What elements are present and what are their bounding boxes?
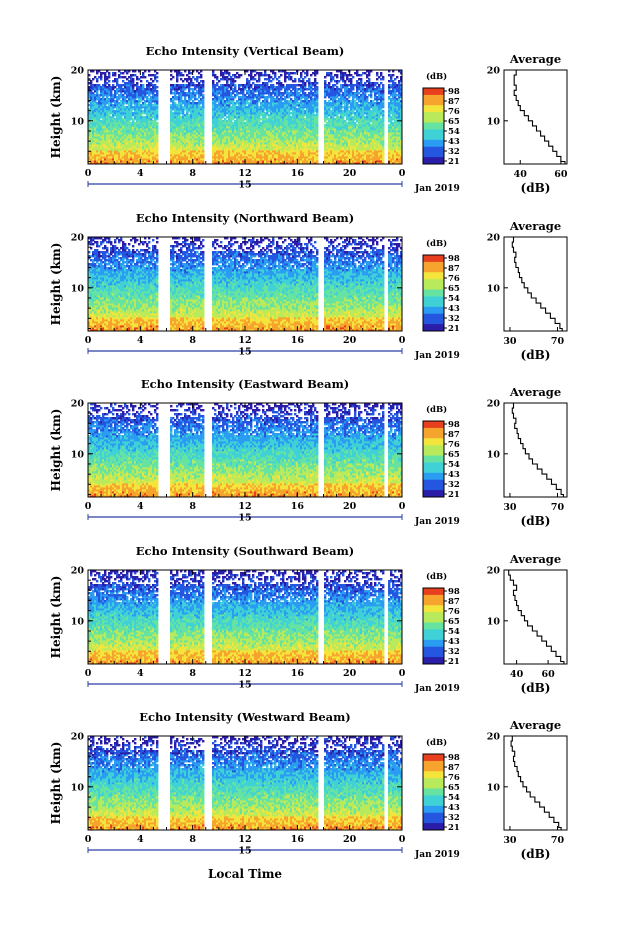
chart-title: Echo Intensity (Vertical Beam) <box>146 44 345 58</box>
bottom-x-axis-label: Local Time <box>208 867 282 881</box>
heatmap <box>88 70 402 164</box>
heatmap-cell <box>324 100 326 102</box>
